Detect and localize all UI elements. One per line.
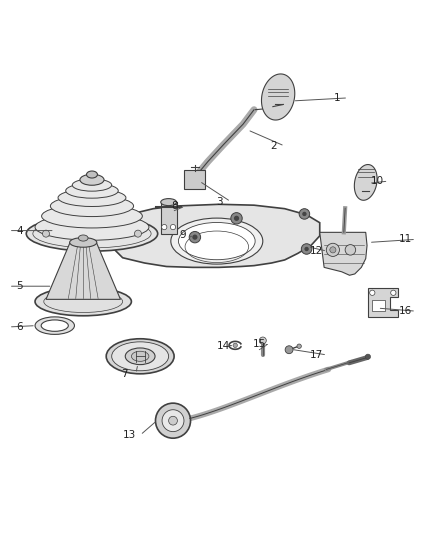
- FancyBboxPatch shape: [161, 202, 177, 233]
- Text: 4: 4: [16, 225, 23, 236]
- Circle shape: [42, 230, 49, 237]
- Ellipse shape: [78, 235, 88, 241]
- Text: 9: 9: [180, 230, 187, 240]
- Text: 10: 10: [371, 176, 384, 186]
- Circle shape: [231, 213, 242, 224]
- Circle shape: [391, 290, 396, 295]
- Ellipse shape: [50, 196, 134, 216]
- Ellipse shape: [35, 287, 131, 316]
- Text: 5: 5: [16, 281, 23, 291]
- Text: 3: 3: [216, 197, 223, 207]
- Polygon shape: [261, 74, 295, 120]
- Ellipse shape: [72, 179, 112, 191]
- Text: 7: 7: [121, 369, 128, 379]
- Circle shape: [162, 224, 167, 230]
- Circle shape: [345, 245, 356, 255]
- Polygon shape: [114, 204, 320, 268]
- Ellipse shape: [26, 216, 158, 251]
- Ellipse shape: [41, 320, 68, 332]
- Circle shape: [297, 344, 301, 349]
- Text: 17: 17: [310, 350, 323, 360]
- Text: 15: 15: [253, 340, 266, 350]
- Text: 2: 2: [270, 141, 277, 151]
- Polygon shape: [368, 288, 398, 317]
- Ellipse shape: [66, 183, 118, 198]
- Text: 6: 6: [16, 322, 23, 332]
- Circle shape: [370, 290, 375, 295]
- Ellipse shape: [171, 218, 263, 264]
- Circle shape: [134, 230, 141, 237]
- Circle shape: [170, 224, 176, 230]
- Ellipse shape: [70, 238, 97, 247]
- Ellipse shape: [125, 348, 155, 365]
- Circle shape: [155, 403, 191, 438]
- Circle shape: [169, 416, 177, 425]
- Circle shape: [189, 231, 201, 243]
- Circle shape: [259, 337, 266, 344]
- Circle shape: [326, 243, 339, 256]
- Text: 14: 14: [217, 341, 230, 351]
- Ellipse shape: [80, 174, 104, 185]
- Ellipse shape: [161, 199, 177, 206]
- Circle shape: [285, 346, 293, 354]
- Ellipse shape: [131, 351, 149, 361]
- Text: 13: 13: [123, 430, 136, 440]
- Circle shape: [233, 343, 237, 348]
- Ellipse shape: [35, 214, 149, 240]
- Circle shape: [330, 247, 336, 253]
- Circle shape: [365, 354, 371, 359]
- Circle shape: [162, 410, 184, 432]
- Ellipse shape: [106, 339, 174, 374]
- Ellipse shape: [86, 171, 97, 178]
- Ellipse shape: [58, 189, 126, 206]
- Circle shape: [234, 216, 239, 221]
- Text: 8: 8: [171, 201, 178, 211]
- FancyBboxPatch shape: [372, 300, 385, 311]
- Text: 11: 11: [399, 235, 412, 244]
- Ellipse shape: [179, 222, 255, 260]
- FancyBboxPatch shape: [184, 170, 205, 189]
- Text: 16: 16: [399, 306, 412, 316]
- Polygon shape: [46, 243, 120, 300]
- Ellipse shape: [42, 204, 142, 228]
- Circle shape: [301, 244, 312, 254]
- Text: 1: 1: [334, 93, 341, 103]
- Circle shape: [302, 212, 307, 216]
- Text: 12: 12: [310, 246, 323, 256]
- Circle shape: [192, 235, 198, 240]
- Polygon shape: [354, 165, 377, 200]
- Ellipse shape: [35, 317, 74, 334]
- Circle shape: [299, 209, 310, 219]
- Ellipse shape: [112, 342, 169, 371]
- Polygon shape: [320, 232, 367, 275]
- Circle shape: [304, 247, 309, 251]
